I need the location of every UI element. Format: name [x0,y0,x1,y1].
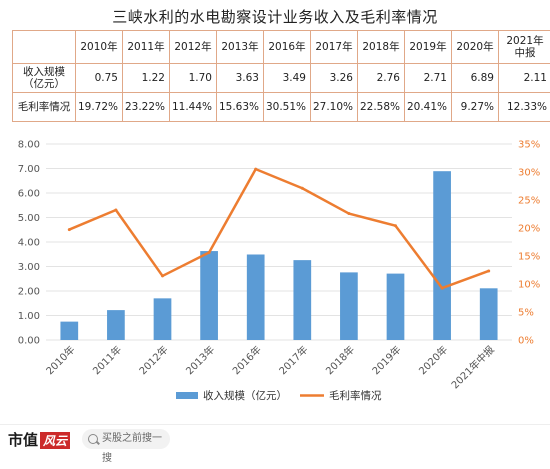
table-cell: 2.11 [499,64,550,93]
table-header-cell: 2013年 [217,31,264,64]
table-cell: 2.71 [405,64,452,93]
search-placeholder: 买股之前搜一搜 [102,433,162,464]
x-tick-label: 2010年 [43,343,77,377]
search-input[interactable]: 买股之前搜一搜 [82,429,170,449]
table-header-cell: 2021年中报 [499,31,550,64]
chart-title: 三峡水利的水电勘察设计业务收入及毛利率情况 [0,6,550,27]
table-row-label: 收入规模（亿元） [13,64,76,93]
line-point [68,228,71,231]
y-left-tick-label: 6.00 [18,189,40,200]
brand-badge: 风云 [40,432,70,449]
table-cell: 23.22% [123,93,170,122]
search-icon [88,434,98,444]
y-left-tick-label: 8.00 [18,140,40,151]
y-right-tick-label: 5% [518,308,534,319]
y-right-tick-label: 15% [518,252,540,263]
table-cell: 0.75 [76,64,123,93]
line-point [487,269,490,272]
table-cell: 6.89 [452,64,499,93]
table-header-cell: 2018年 [358,31,405,64]
table-cell: 22.58% [358,93,405,122]
x-tick-label: 2018年 [323,343,357,377]
y-left-tick-label: 7.00 [18,164,40,175]
table-cell: 30.51% [264,93,311,122]
table-cell: 12.33% [499,93,550,122]
table-cell: 2.76 [358,64,405,93]
y-right-tick-label: 30% [518,168,540,179]
table-cell: 11.44% [170,93,217,122]
combo-chart: 0.00 1.00 2.00 3.00 4.00 5.00 6.00 7.00 8.00 0% 5%… [0,130,550,422]
line-point [161,274,164,277]
table-header-cell: 2010年 [76,31,123,64]
line-series [69,169,488,288]
x-tick-label: 2017年 [276,343,310,377]
table-row-label: 毛利率情况 [13,93,76,122]
x-tick-label: 2019年 [369,343,403,377]
legend-label-line: 毛利率情况 [329,389,382,402]
x-tick-label: 2020年 [416,343,450,377]
line-point [441,287,444,290]
table-header-cell: 2019年 [405,31,452,64]
brand-logo: 市值风云 [8,429,70,450]
line-point [301,187,304,190]
table-header-cell: 2011年 [123,31,170,64]
y-left-tick-label: 0.00 [18,336,40,347]
table-corner-cell [13,31,76,64]
table-cell: 9.27% [452,93,499,122]
table-cell: 20.41% [405,93,452,122]
bar [60,322,78,340]
table-cell: 3.63 [217,64,264,93]
x-tick-label: 2013年 [183,343,217,377]
y-right-tick-label: 10% [518,280,540,291]
line-point [394,224,397,227]
legend-swatch-bar [176,392,198,399]
bar [293,260,311,340]
y-left-tick-label: 2.00 [18,287,40,298]
line-point [254,168,257,171]
x-tick-label: 2021年中报 [448,343,496,391]
x-tick-label: 2016年 [230,343,264,377]
table-cell: 19.72% [76,93,123,122]
table-cell: 15.63% [217,93,264,122]
bar [480,288,498,340]
footer-bar: 市值风云 买股之前搜一搜 [0,424,550,455]
bar [340,272,358,340]
table-cell: 3.26 [311,64,358,93]
y-left-tick-label: 3.00 [18,262,40,273]
bar [200,251,218,340]
table-header-cell: 2017年 [311,31,358,64]
bar [107,310,125,340]
y-left-tick-label: 5.00 [18,213,40,224]
y-right-tick-label: 20% [518,224,540,235]
y-right-tick-label: 25% [518,196,540,207]
table-cell: 27.10% [311,93,358,122]
bar [433,171,451,340]
y-right-tick-label: 35% [518,140,540,151]
bar [247,254,265,340]
table-cell: 1.70 [170,64,217,93]
table-header-cell: 2016年 [264,31,311,64]
line-point [347,212,350,215]
bar [154,298,172,340]
bar [387,274,405,340]
table-header-cell: 2020年 [452,31,499,64]
brand-name: 市值 [8,431,38,449]
y-left-tick-label: 1.00 [18,311,40,322]
legend-label-bar: 收入规模（亿元） [203,389,287,402]
y-left-tick-label: 4.00 [18,238,40,249]
table-header-cell: 2012年 [170,31,217,64]
line-point [208,251,211,254]
table-cell: 1.22 [123,64,170,93]
x-tick-label: 2012年 [136,343,170,377]
x-tick-label: 2011年 [90,343,124,377]
line-point [114,208,117,211]
table-cell: 3.49 [264,64,311,93]
y-right-tick-label: 0% [518,336,534,347]
